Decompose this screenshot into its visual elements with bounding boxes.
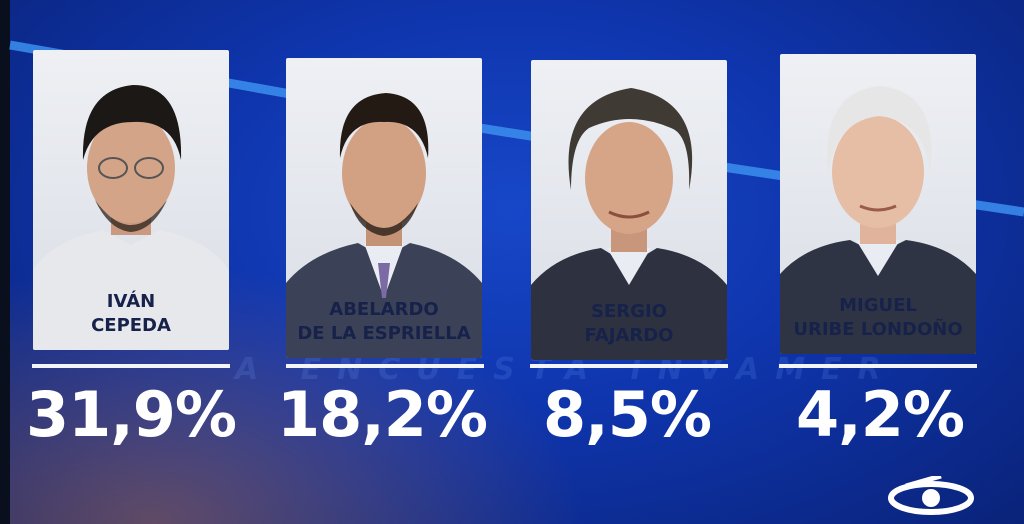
candidate-last-name: FAJARDO <box>584 325 674 346</box>
separator-line <box>32 364 230 368</box>
candidate-first-name: MIGUEL <box>839 295 917 316</box>
channel-logo-icon <box>888 476 974 515</box>
tv-bezel <box>0 0 10 524</box>
candidate-card-1: IVÁN CEPEDA <box>33 50 229 356</box>
candidate-first-name: SERGIO <box>591 301 667 322</box>
candidate-photo <box>33 50 229 350</box>
candidate-card-4: MIGUEL URIBE LONDOÑO <box>780 54 976 360</box>
separator-line <box>530 364 728 368</box>
candidate-name: SERGIO FAJARDO <box>531 300 727 348</box>
candidate-name: IVÁN CEPEDA <box>33 290 229 338</box>
candidate-last-name: CEPEDA <box>91 315 171 336</box>
candidate-percentage: 8,5% <box>543 378 712 451</box>
candidate-percentage: 4,2% <box>796 378 965 451</box>
candidate-photo <box>531 60 727 360</box>
separator-line <box>286 364 484 368</box>
candidate-last-name: DE LA ESPRIELLA <box>297 323 471 344</box>
candidate-card-3: SERGIO FAJARDO <box>531 60 727 366</box>
candidate-percentage: 18,2% <box>276 378 488 451</box>
candidate-name: MIGUEL URIBE LONDOÑO <box>780 294 976 342</box>
candidate-name: ABELARDO DE LA ESPRIELLA <box>286 298 482 346</box>
separator-line <box>779 364 977 368</box>
candidate-first-name: IVÁN <box>106 291 156 312</box>
candidate-card-2: ABELARDO DE LA ESPRIELLA <box>286 58 482 364</box>
candidate-percentage: 31,9% <box>25 378 237 451</box>
candidate-first-name: ABELARDO <box>329 299 439 320</box>
candidate-photo <box>780 54 976 354</box>
candidate-last-name: URIBE LONDOÑO <box>793 319 963 340</box>
candidate-photo <box>286 58 482 358</box>
